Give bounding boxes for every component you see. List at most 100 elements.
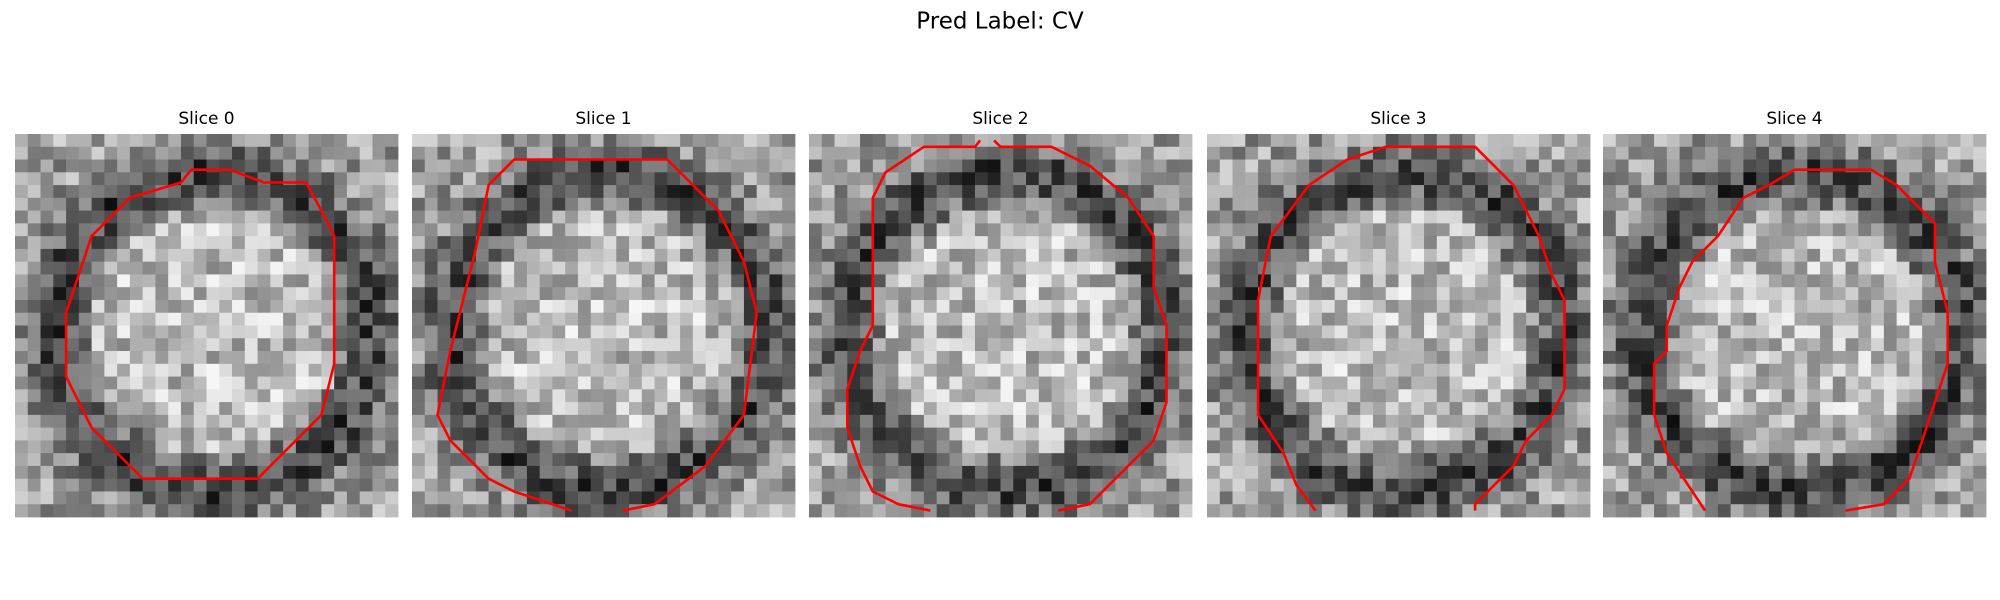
pixel [923, 172, 938, 186]
pixel [1128, 274, 1142, 288]
pixel [1896, 210, 1910, 224]
pixel [1115, 172, 1129, 186]
pixel [1832, 134, 1846, 148]
pixel [15, 376, 29, 390]
pixel [1564, 440, 1578, 454]
pixel [590, 376, 604, 390]
pixel [372, 389, 386, 403]
pixel [616, 299, 630, 314]
pixel [104, 172, 118, 186]
pixel [1500, 274, 1514, 288]
pixel [1832, 440, 1846, 454]
pixel [1321, 261, 1336, 275]
pixel [1743, 236, 1757, 250]
pixel [1321, 312, 1336, 326]
pixel [91, 465, 105, 480]
pixel [577, 287, 592, 301]
pixel [1153, 210, 1167, 224]
pixel [539, 185, 553, 199]
pixel [974, 210, 989, 224]
pixel [232, 440, 246, 454]
pixel [206, 236, 220, 250]
pixel [180, 236, 195, 250]
pixel [1258, 325, 1272, 339]
pixel [40, 453, 54, 467]
pixel [424, 402, 438, 416]
pixel [756, 236, 770, 250]
pixel [667, 504, 681, 518]
pixel [1140, 236, 1155, 250]
pixel [923, 338, 938, 352]
pixel [1436, 146, 1450, 160]
pixel [834, 325, 848, 339]
pixel [1449, 210, 1463, 224]
pixel [1896, 351, 1910, 365]
pixel [1424, 312, 1438, 326]
pixel [501, 465, 515, 480]
pixel [1666, 414, 1680, 429]
pixel [1475, 427, 1489, 441]
pixel [1947, 134, 1961, 148]
pixel [1411, 197, 1425, 211]
pixel [1411, 491, 1425, 505]
pixel [923, 261, 938, 275]
pixel [1166, 159, 1180, 173]
pixel [1654, 504, 1668, 518]
pixel [91, 376, 105, 390]
pixel [692, 427, 707, 441]
pixel [641, 197, 655, 211]
pixel [1820, 402, 1834, 416]
pixel [565, 299, 579, 314]
pixel [193, 248, 207, 263]
pixel [1179, 274, 1193, 288]
pixel [1424, 197, 1438, 211]
pixel [27, 299, 41, 314]
pixel [244, 185, 258, 199]
pixel [1756, 376, 1770, 390]
pixel [1245, 504, 1259, 518]
pixel [1756, 338, 1770, 352]
pixel [1743, 274, 1757, 288]
pixel [321, 248, 335, 263]
pixel [692, 402, 707, 416]
pixel [1309, 402, 1323, 416]
pixel [168, 325, 182, 339]
pixel [756, 312, 770, 326]
pixel [1166, 325, 1180, 339]
contour [845, 139, 982, 512]
pixel [1026, 299, 1040, 314]
pixel [692, 491, 707, 505]
pixel [1845, 261, 1859, 275]
pixel [1794, 504, 1808, 518]
pixel [962, 312, 976, 326]
pixel [654, 440, 668, 454]
pixel [923, 134, 938, 148]
pixel [936, 491, 950, 505]
pixel [359, 287, 373, 301]
pixel [565, 465, 579, 480]
pixel [1743, 261, 1757, 275]
pixel [385, 146, 399, 160]
pixel [1628, 465, 1642, 480]
pixel [1577, 210, 1591, 224]
pixel [1398, 223, 1412, 237]
pixel [603, 338, 617, 352]
pixel [872, 491, 886, 505]
pixel [1360, 351, 1374, 365]
pixel [769, 389, 783, 403]
pixel [308, 287, 322, 301]
pixel [1153, 351, 1167, 365]
pixel [1526, 299, 1540, 314]
pixel [1372, 197, 1387, 211]
pixel [308, 376, 322, 390]
pixel [501, 299, 515, 314]
pixel [1513, 261, 1527, 275]
pixel [718, 504, 732, 518]
pixel [1436, 376, 1450, 390]
pixel [936, 185, 950, 199]
pixel [743, 504, 758, 518]
pixel [257, 491, 271, 505]
pixel [1820, 440, 1834, 454]
pixel [1679, 453, 1693, 467]
pixel [1000, 402, 1014, 416]
